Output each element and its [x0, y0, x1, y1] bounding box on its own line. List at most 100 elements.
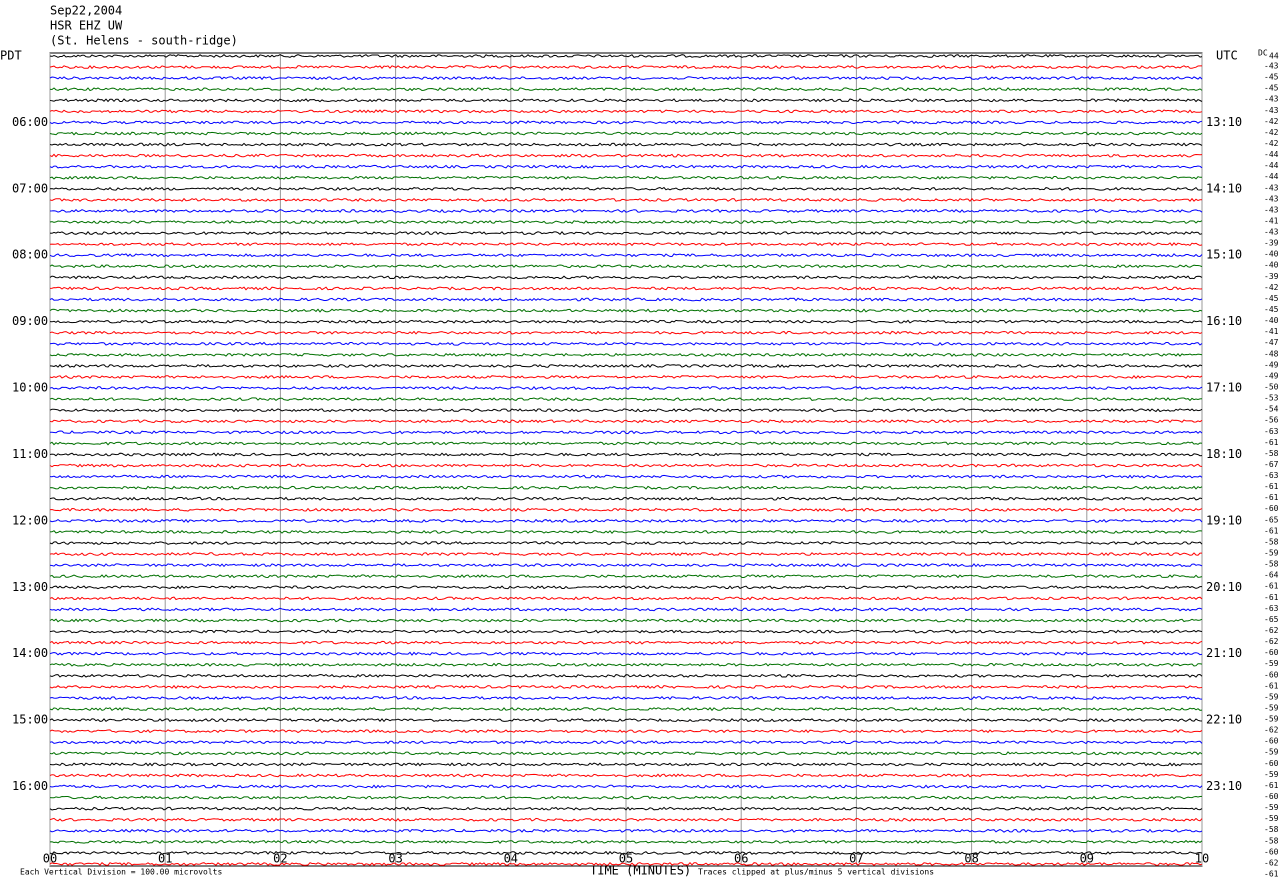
trace — [49, 175, 1203, 180]
dc-offset: -60 — [1264, 670, 1279, 679]
pdt-time: 10:00 — [12, 381, 48, 395]
pdt-time: 15:00 — [12, 713, 48, 727]
dc-offset: -61 — [1264, 781, 1279, 790]
dc-offset: -62 — [1264, 726, 1279, 735]
trace — [49, 496, 1203, 501]
dc-offset: -41 — [1264, 216, 1279, 225]
utc-time: 18:10 — [1206, 447, 1242, 461]
dc-offset: -60 — [1264, 504, 1279, 513]
dc-offset: -59 — [1264, 814, 1279, 823]
utc-time: 17:10 — [1206, 381, 1242, 395]
trace — [49, 762, 1202, 767]
dc-offset: -45 — [1264, 84, 1279, 93]
trace — [49, 684, 1203, 689]
dc-offset: -44 — [1264, 172, 1279, 181]
dc-offset: -43 — [1264, 183, 1279, 192]
trace — [49, 131, 1203, 136]
dc-offset: -60 — [1264, 792, 1279, 801]
trace — [49, 374, 1203, 380]
dc-offset: -61 — [1264, 526, 1279, 535]
dc-offset: -40 — [1264, 261, 1279, 270]
trace — [49, 585, 1202, 590]
dc-offset: -56 — [1264, 416, 1279, 425]
dc-offset: -45 — [1264, 305, 1279, 314]
dc-offset: -43 — [1264, 95, 1279, 104]
trace — [49, 618, 1203, 623]
x-tick-label: 06 — [734, 852, 748, 866]
dc-offset: -59 — [1264, 659, 1279, 668]
dc-offset: -58 — [1264, 537, 1279, 546]
dc-offset: -40 — [1264, 250, 1279, 259]
trace — [49, 208, 1203, 213]
dc-offset: -47 — [1264, 338, 1279, 347]
dc-first: 44 — [1269, 52, 1279, 61]
x-tick-label: 02 — [273, 852, 287, 866]
trace — [49, 98, 1203, 103]
pdt-time: 16:00 — [12, 779, 48, 793]
pdt-time: 07:00 — [12, 181, 48, 195]
x-tick-label: 01 — [158, 852, 172, 866]
trace — [49, 352, 1203, 357]
dc-offset: -42 — [1264, 139, 1279, 148]
dc-offset: -49 — [1264, 360, 1279, 369]
trace — [49, 839, 1203, 844]
dc-offset: -63 — [1264, 471, 1279, 480]
trace — [49, 850, 1203, 856]
trace — [49, 109, 1203, 114]
dc-offset: -59 — [1264, 803, 1279, 812]
dc-offset: -60 — [1264, 759, 1279, 768]
pdt-time: 14:00 — [12, 646, 48, 660]
dc-offset: -54 — [1264, 405, 1279, 414]
pdt-time: 11:00 — [12, 447, 48, 461]
dc-offset: -61 — [1264, 493, 1279, 502]
trace — [49, 563, 1203, 568]
trace — [49, 242, 1203, 247]
dc-offset: -53 — [1264, 394, 1279, 403]
trace — [49, 817, 1203, 822]
trace — [49, 286, 1203, 291]
trace — [49, 861, 1203, 866]
trace — [49, 806, 1203, 811]
dc-offset: -58 — [1264, 449, 1279, 458]
x-tick-label: 00 — [43, 852, 57, 866]
x-tick-label: 05 — [619, 852, 633, 866]
utc-time: 16:10 — [1206, 314, 1242, 328]
trace — [49, 640, 1203, 645]
scale-note: Each Vertical Division = 100.00 microvol… — [20, 868, 222, 877]
utc-time: 20:10 — [1206, 580, 1242, 594]
pdt-time: 13:00 — [12, 580, 48, 594]
dc-offset: -44 — [1264, 150, 1279, 159]
trace — [49, 529, 1203, 534]
trace — [49, 230, 1203, 236]
trace — [49, 452, 1203, 457]
utc-time: 15:10 — [1206, 248, 1242, 262]
pdt-time: 09:00 — [12, 314, 48, 328]
dc-offset: -62 — [1264, 637, 1279, 646]
pdt-time: 06:00 — [12, 115, 48, 129]
trace — [49, 828, 1203, 833]
dc-offset: -39 — [1264, 239, 1279, 248]
dc-offset: -67 — [1264, 460, 1279, 469]
utc-time: 19:10 — [1206, 513, 1242, 527]
dc-offset: -65 — [1264, 615, 1279, 624]
dc-offset: -50 — [1264, 382, 1279, 391]
pdt-time: 08:00 — [12, 248, 48, 262]
trace — [49, 397, 1203, 402]
dc-offset: -59 — [1264, 692, 1279, 701]
trace — [49, 142, 1203, 147]
x-tick-label: 10 — [1195, 852, 1209, 866]
utc-time: 14:10 — [1206, 181, 1242, 195]
dc-offset: -59 — [1264, 549, 1279, 558]
trace — [49, 662, 1203, 667]
trace — [49, 695, 1203, 701]
dc-offset: -58 — [1264, 825, 1279, 834]
date: Sep22,2004 — [50, 4, 122, 18]
utc-time: 13:10 — [1206, 115, 1242, 129]
utc-time: 22:10 — [1206, 713, 1242, 727]
dc-offset: -42 — [1264, 128, 1279, 137]
dc-offset: -61 — [1264, 681, 1279, 690]
trace — [49, 751, 1203, 756]
trace — [49, 164, 1203, 169]
trace — [49, 463, 1203, 468]
trace — [49, 718, 1203, 723]
